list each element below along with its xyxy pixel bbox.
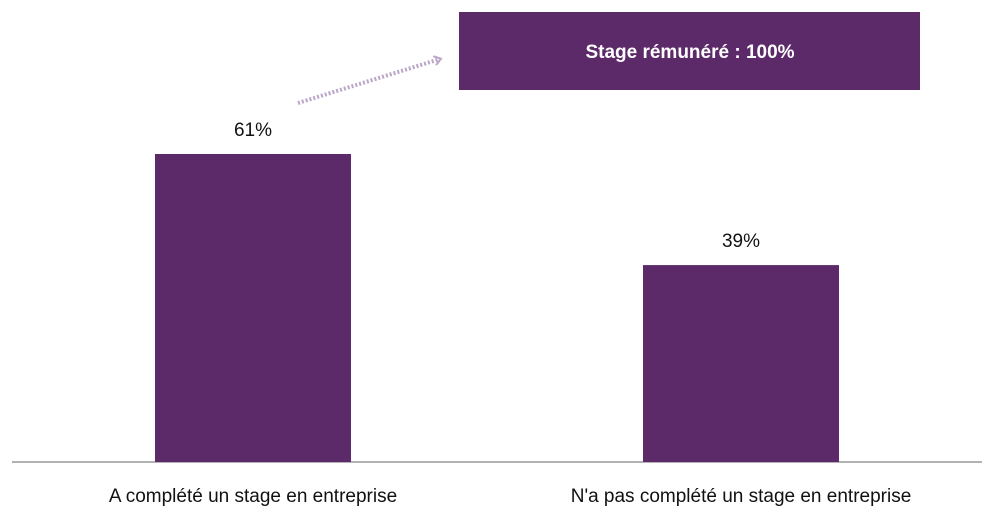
annotation-box [459, 12, 920, 90]
annotation: Stage rémunéré : 100% [585, 42, 794, 63]
value-label: 61% [234, 120, 272, 141]
x-tick-label: N'a pas complété un stage en entreprise [571, 486, 912, 507]
x-tick-label: A complété un stage en entreprise [109, 486, 397, 507]
bar [643, 265, 839, 462]
value-label: 39% [722, 231, 760, 252]
annotation-arrow [297, 59, 440, 105]
bar [155, 154, 351, 462]
